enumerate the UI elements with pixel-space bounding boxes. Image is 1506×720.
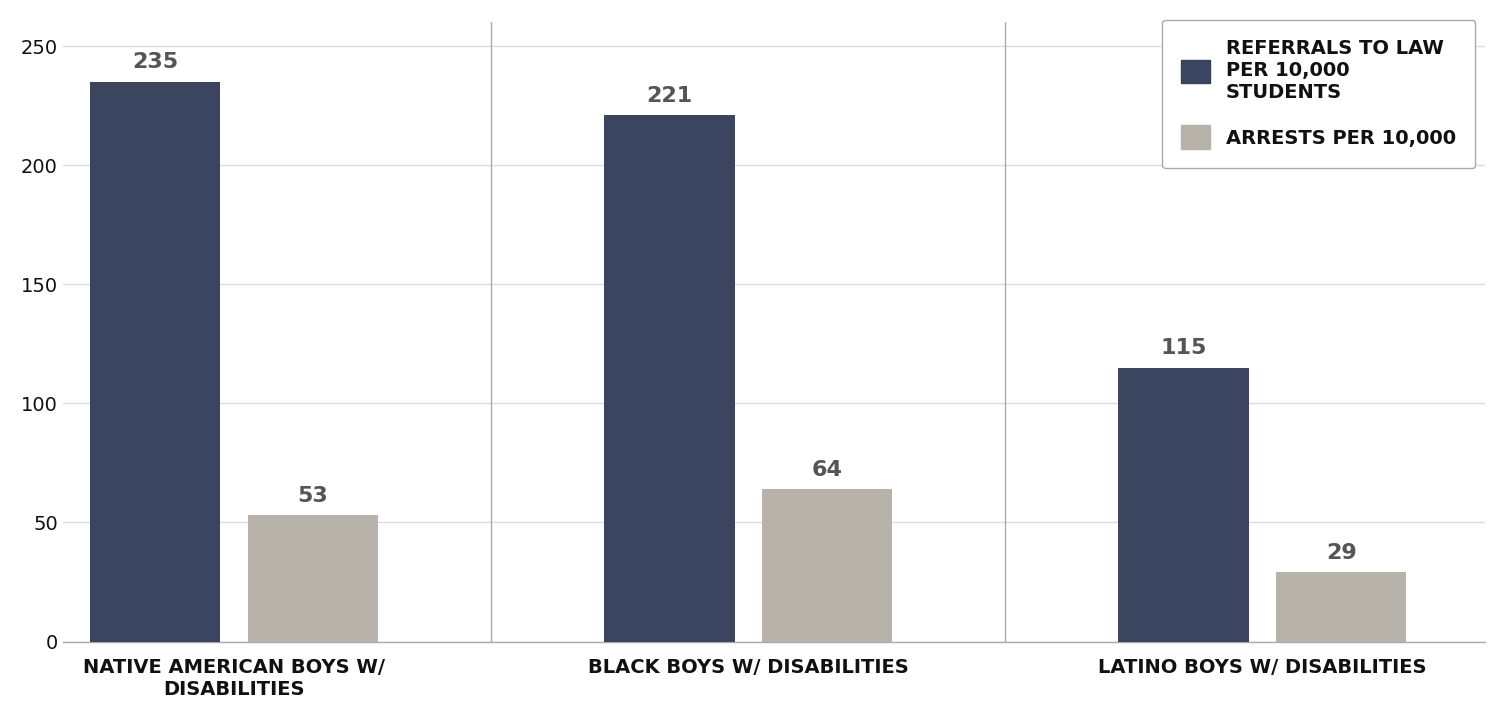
Bar <box>1276 572 1407 642</box>
Text: 235: 235 <box>133 53 178 72</box>
Bar <box>604 115 735 642</box>
Text: 53: 53 <box>298 486 328 505</box>
Bar <box>1119 368 1248 642</box>
Text: 221: 221 <box>646 86 693 106</box>
Text: 29: 29 <box>1325 543 1357 563</box>
Legend: REFERRALS TO LAW
PER 10,000
STUDENTS, ARRESTS PER 10,000: REFERRALS TO LAW PER 10,000 STUDENTS, AR… <box>1161 19 1476 168</box>
Text: 115: 115 <box>1161 338 1206 358</box>
Bar <box>90 82 220 642</box>
Text: 64: 64 <box>812 459 842 480</box>
Bar <box>762 489 892 642</box>
Bar <box>248 516 378 642</box>
